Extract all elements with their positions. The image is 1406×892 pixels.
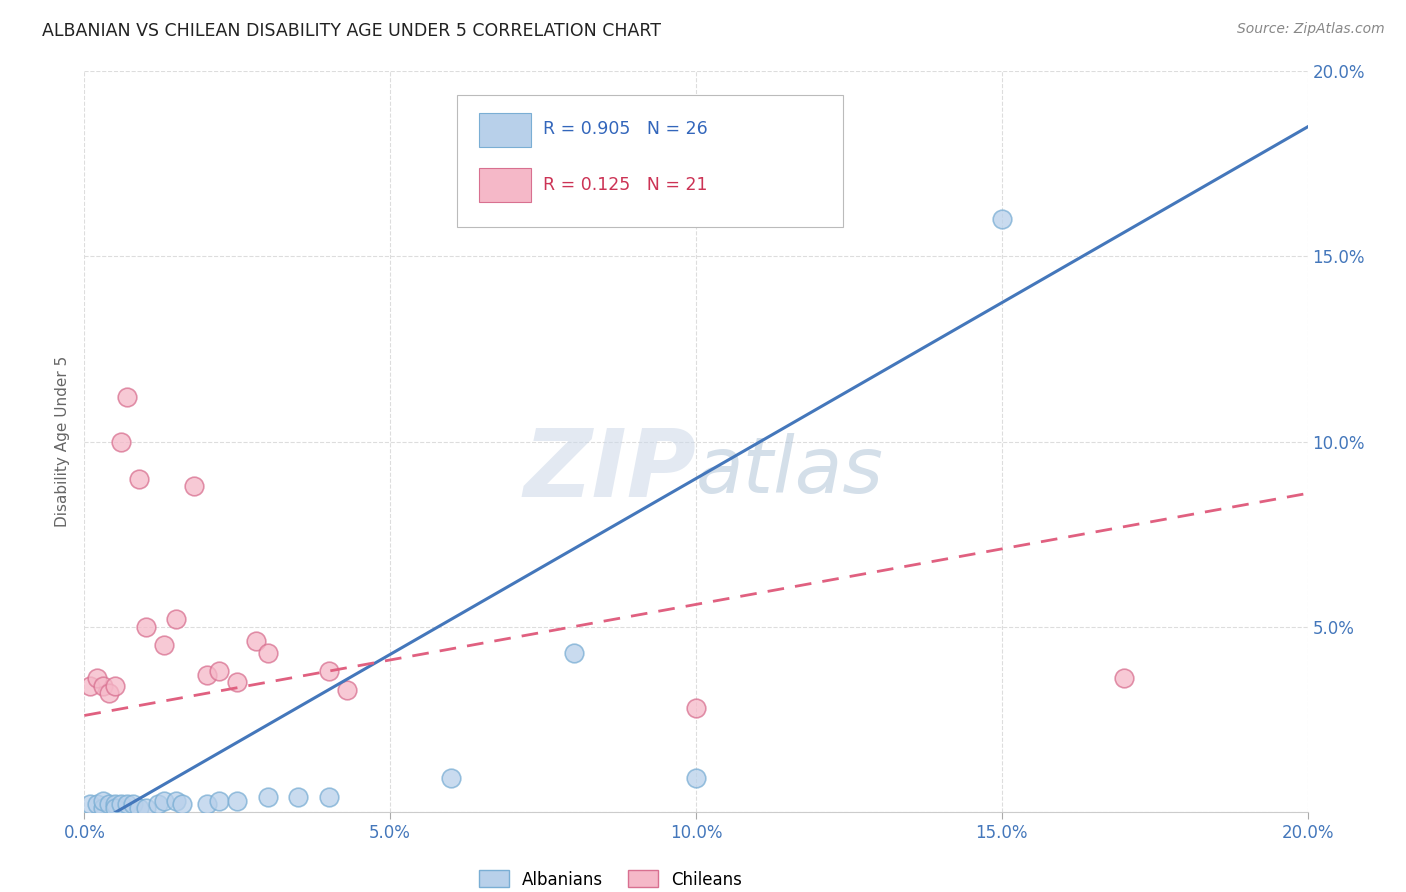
Point	[153, 794, 176, 808]
Point	[128, 471, 150, 485]
Point	[287, 789, 309, 804]
Point	[172, 797, 194, 812]
Legend: Albanians, Chileans: Albanians, Chileans	[478, 871, 742, 888]
Point	[110, 797, 132, 812]
Point	[195, 667, 218, 681]
Point	[122, 797, 145, 812]
Text: R = 0.905   N = 26: R = 0.905 N = 26	[543, 120, 707, 138]
Point	[86, 672, 108, 686]
Point	[318, 664, 340, 678]
Point	[226, 794, 249, 808]
Point	[257, 646, 280, 660]
Text: atlas: atlas	[696, 434, 884, 509]
Point	[115, 797, 138, 812]
Point	[79, 797, 101, 812]
Point	[1114, 672, 1136, 686]
Point	[135, 801, 157, 815]
Point	[183, 479, 205, 493]
Point	[208, 664, 231, 678]
Point	[97, 797, 120, 812]
Text: ZIP: ZIP	[523, 425, 696, 517]
FancyBboxPatch shape	[479, 169, 531, 202]
Y-axis label: Disability Age Under 5: Disability Age Under 5	[55, 356, 70, 527]
Point	[135, 619, 157, 633]
Point	[115, 390, 138, 404]
Point	[991, 212, 1014, 227]
Text: Source: ZipAtlas.com: Source: ZipAtlas.com	[1237, 22, 1385, 37]
FancyBboxPatch shape	[457, 95, 842, 227]
Point	[128, 801, 150, 815]
Point	[208, 794, 231, 808]
Point	[91, 801, 114, 815]
Point	[245, 634, 267, 648]
Point	[195, 797, 218, 812]
Point	[165, 794, 187, 808]
Point	[146, 797, 169, 812]
Point	[165, 612, 187, 626]
Point	[104, 797, 127, 812]
Point	[110, 434, 132, 449]
FancyBboxPatch shape	[479, 112, 531, 147]
Text: R = 0.125   N = 21: R = 0.125 N = 21	[543, 176, 707, 194]
Point	[79, 679, 101, 693]
Point	[685, 772, 707, 786]
Point	[86, 797, 108, 812]
Point	[336, 682, 359, 697]
Point	[226, 675, 249, 690]
Point	[153, 638, 176, 652]
Point	[257, 789, 280, 804]
Point	[318, 789, 340, 804]
Point	[440, 772, 463, 786]
Point	[91, 679, 114, 693]
Point	[104, 801, 127, 815]
Point	[104, 679, 127, 693]
Point	[91, 794, 114, 808]
Point	[97, 686, 120, 700]
Point	[685, 701, 707, 715]
Point	[562, 646, 585, 660]
Text: ALBANIAN VS CHILEAN DISABILITY AGE UNDER 5 CORRELATION CHART: ALBANIAN VS CHILEAN DISABILITY AGE UNDER…	[42, 22, 661, 40]
